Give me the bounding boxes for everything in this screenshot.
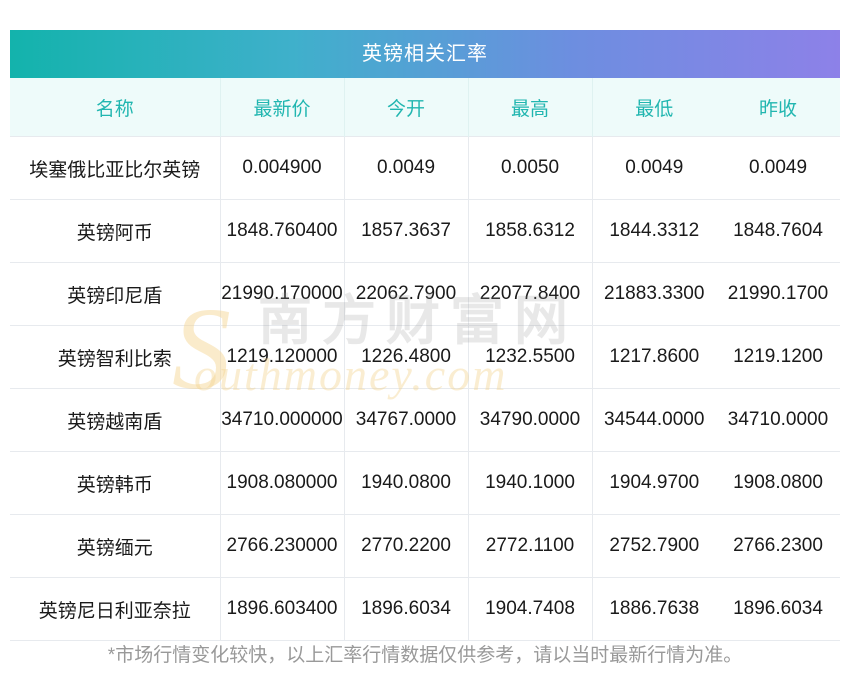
cell-latest: 1848.760400 xyxy=(220,199,345,263)
cell-open: 2770.2200 xyxy=(344,514,469,578)
column-header-high[interactable]: 最高 xyxy=(468,78,593,137)
cell-currency-name: 英镑阿币 xyxy=(10,199,221,263)
page-title: 英镑相关汇率 xyxy=(362,43,488,65)
column-header-low[interactable]: 最低 xyxy=(592,78,716,137)
cell-low: 1217.8600 xyxy=(592,325,716,389)
cell-currency-name: 英镑越南盾 xyxy=(10,388,221,452)
cell-latest: 0.004900 xyxy=(220,136,345,200)
column-header-latest[interactable]: 最新价 xyxy=(220,78,345,137)
page-title-bar: 英镑相关汇率 xyxy=(10,30,840,78)
table-row: 英镑越南盾 34710.000000 34767.0000 34790.0000… xyxy=(10,388,840,452)
cell-high: 22077.8400 xyxy=(468,262,593,326)
cell-currency-name: 英镑缅元 xyxy=(10,514,221,578)
cell-latest: 21990.170000 xyxy=(220,262,345,326)
cell-high: 34790.0000 xyxy=(468,388,593,452)
cell-latest: 34710.000000 xyxy=(220,388,345,452)
cell-low: 0.0049 xyxy=(592,136,716,200)
cell-latest: 1896.603400 xyxy=(220,577,345,641)
table-body: 埃塞俄比亚比尔英镑 0.004900 0.0049 0.0050 0.0049 … xyxy=(10,136,840,641)
cell-currency-name: 英镑智利比索 xyxy=(10,325,221,389)
cell-currency-name: 埃塞俄比亚比尔英镑 xyxy=(10,136,221,200)
cell-high: 0.0050 xyxy=(468,136,593,200)
cell-close: 1908.0800 xyxy=(716,451,840,515)
cell-open: 1940.0800 xyxy=(344,451,469,515)
table-header: 名称 最新价 今开 最高 最低 昨收 xyxy=(10,78,840,137)
table-header-row: 名称 最新价 今开 最高 最低 昨收 xyxy=(10,78,840,137)
cell-low: 34544.0000 xyxy=(592,388,716,452)
column-header-name[interactable]: 名称 xyxy=(10,78,221,137)
exchange-rate-table: 名称 最新价 今开 最高 最低 昨收 埃塞俄比亚比尔英镑 0.004900 0.… xyxy=(10,78,840,641)
cell-currency-name: 英镑尼日利亚奈拉 xyxy=(10,577,221,641)
cell-low: 1886.7638 xyxy=(592,577,716,641)
cell-currency-name: 英镑印尼盾 xyxy=(10,262,221,326)
cell-open: 0.0049 xyxy=(344,136,469,200)
cell-high: 1858.6312 xyxy=(468,199,593,263)
cell-latest: 2766.230000 xyxy=(220,514,345,578)
cell-low: 1844.3312 xyxy=(592,199,716,263)
cell-latest: 1219.120000 xyxy=(220,325,345,389)
cell-close: 1896.6034 xyxy=(716,577,840,641)
cell-latest: 1908.080000 xyxy=(220,451,345,515)
cell-open: 1857.3637 xyxy=(344,199,469,263)
table-row: 英镑阿币 1848.760400 1857.3637 1858.6312 184… xyxy=(10,199,840,263)
cell-close: 0.0049 xyxy=(716,136,840,200)
table-row: 英镑印尼盾 21990.170000 22062.7900 22077.8400… xyxy=(10,262,840,326)
cell-currency-name: 英镑韩币 xyxy=(10,451,221,515)
cell-high: 2772.1100 xyxy=(468,514,593,578)
disclaimer-note: *市场行情变化较快，以上汇率行情数据仅供参考，请以当时最新行情为准。 xyxy=(107,645,743,666)
table-row: 英镑缅元 2766.230000 2770.2200 2772.1100 275… xyxy=(10,514,840,578)
cell-open: 1896.6034 xyxy=(344,577,469,641)
cell-high: 1940.1000 xyxy=(468,451,593,515)
cell-low: 21883.3300 xyxy=(592,262,716,326)
table-row: 埃塞俄比亚比尔英镑 0.004900 0.0049 0.0050 0.0049 … xyxy=(10,136,840,200)
cell-high: 1232.5500 xyxy=(468,325,593,389)
cell-open: 1226.4800 xyxy=(344,325,469,389)
table-row: 英镑韩币 1908.080000 1940.0800 1940.1000 190… xyxy=(10,451,840,515)
cell-close: 21990.1700 xyxy=(716,262,840,326)
cell-open: 22062.7900 xyxy=(344,262,469,326)
cell-close: 1848.7604 xyxy=(716,199,840,263)
cell-open: 34767.0000 xyxy=(344,388,469,452)
cell-close: 2766.2300 xyxy=(716,514,840,578)
cell-low: 2752.7900 xyxy=(592,514,716,578)
cell-low: 1904.9700 xyxy=(592,451,716,515)
table-row: 英镑智利比索 1219.120000 1226.4800 1232.5500 1… xyxy=(10,325,840,389)
column-header-open[interactable]: 今开 xyxy=(344,78,469,137)
table-row: 英镑尼日利亚奈拉 1896.603400 1896.6034 1904.7408… xyxy=(10,577,840,641)
cell-close: 34710.0000 xyxy=(716,388,840,452)
column-header-close[interactable]: 昨收 xyxy=(716,78,840,137)
cell-close: 1219.1200 xyxy=(716,325,840,389)
cell-high: 1904.7408 xyxy=(468,577,593,641)
